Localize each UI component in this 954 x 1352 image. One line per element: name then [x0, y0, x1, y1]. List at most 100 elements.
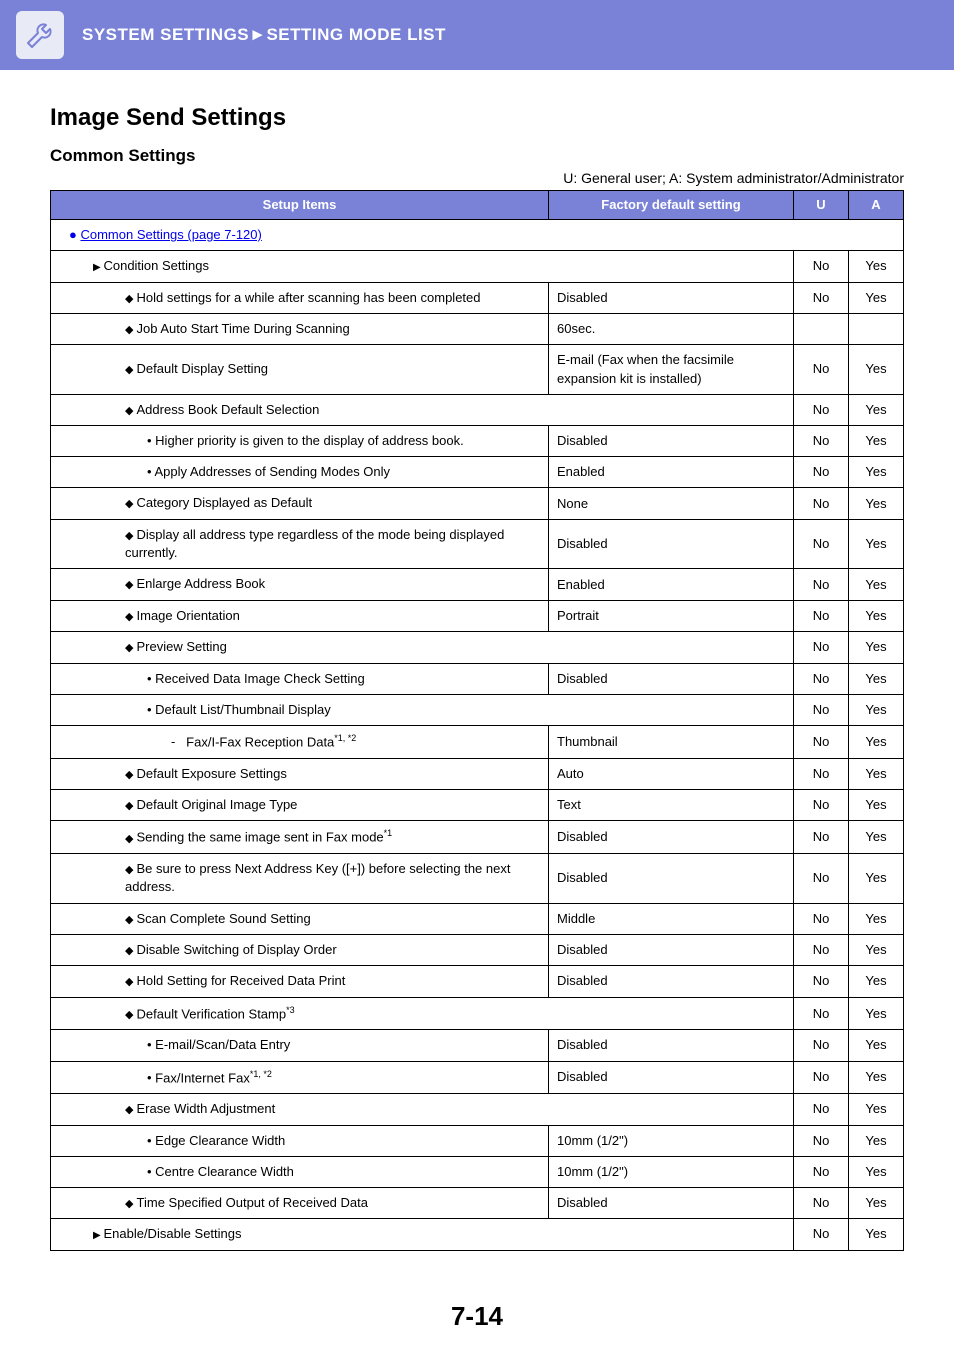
a-cell: Yes — [849, 394, 904, 425]
a-cell: Yes — [849, 282, 904, 313]
default-value-cell: Disabled — [549, 1030, 794, 1061]
setup-item-label: Received Data Image Check Setting — [155, 671, 365, 686]
a-cell: Yes — [849, 821, 904, 854]
default-value-cell: Disabled — [549, 1061, 794, 1094]
a-cell: Yes — [849, 934, 904, 965]
setup-item-label: Default Verification Stamp — [137, 1006, 287, 1021]
a-cell — [849, 313, 904, 344]
setup-item-label: Disable Switching of Display Order — [137, 942, 337, 957]
breadcrumb: SYSTEM SETTINGS►SETTING MODE LIST — [82, 25, 446, 45]
setup-item-label: Edge Clearance Width — [155, 1133, 285, 1148]
setup-item-label: Default Exposure Settings — [137, 766, 287, 781]
footnote-ref: *3 — [286, 1005, 295, 1015]
setup-item-label: Higher priority is given to the display … — [155, 433, 464, 448]
setup-item-cell: Default Verification Stamp*3 — [51, 997, 794, 1030]
table-row: Hold settings for a while after scanning… — [51, 282, 904, 313]
table-row: Default List/Thumbnail DisplayNoYes — [51, 694, 904, 725]
table-row: Scan Complete Sound SettingMiddleNoYes — [51, 903, 904, 934]
setup-item-cell: Job Auto Start Time During Scanning — [51, 313, 549, 344]
setup-item-cell: Scan Complete Sound Setting — [51, 903, 549, 934]
default-value-cell: Disabled — [549, 934, 794, 965]
table-row: Centre Clearance Width10mm (1/2")NoYes — [51, 1156, 904, 1187]
u-cell: No — [794, 394, 849, 425]
a-cell: Yes — [849, 457, 904, 488]
default-value-cell: Disabled — [549, 1187, 794, 1218]
setup-item-label: Fax/I-Fax Reception Data — [186, 734, 334, 749]
setup-item-label: Time Specified Output of Received Data — [137, 1195, 368, 1210]
page-number: 7-14 — [50, 1301, 904, 1332]
setup-item-label: Enable/Disable Settings — [103, 1226, 241, 1241]
bullet-icon — [69, 227, 80, 242]
table-row: Job Auto Start Time During Scanning60sec… — [51, 313, 904, 344]
table-row: Default Exposure SettingsAutoNoYes — [51, 758, 904, 789]
setup-item-label: E-mail/Scan/Data Entry — [155, 1037, 290, 1052]
a-cell: Yes — [849, 1219, 904, 1250]
setup-item-cell: Fax/I-Fax Reception Data*1, *2 — [51, 726, 549, 759]
content-area: Image Send Settings Common Settings U: G… — [0, 70, 954, 1352]
setup-item-label: Hold Setting for Received Data Print — [137, 973, 346, 988]
table-row: Higher priority is given to the display … — [51, 426, 904, 457]
u-cell: No — [794, 457, 849, 488]
setup-item-cell: Image Orientation — [51, 600, 549, 631]
u-cell: No — [794, 600, 849, 631]
default-value-cell: Auto — [549, 758, 794, 789]
u-cell: No — [794, 694, 849, 725]
u-cell: No — [794, 345, 849, 394]
default-value-cell: Disabled — [549, 854, 794, 904]
setup-item-label: Address Book Default Selection — [137, 402, 320, 417]
footnote-ref: *1, *2 — [250, 1069, 272, 1079]
footnote-ref: *1, *2 — [334, 733, 356, 743]
default-value-cell: Disabled — [549, 966, 794, 997]
table-row: Apply Addresses of Sending Modes OnlyEna… — [51, 457, 904, 488]
wrench-icon — [16, 11, 64, 59]
table-row: Image OrientationPortraitNoYes — [51, 600, 904, 631]
default-value-cell: E-mail (Fax when the facsimile expansion… — [549, 345, 794, 394]
table-row: Preview SettingNoYes — [51, 632, 904, 663]
setup-item-cell: Category Displayed as Default — [51, 488, 549, 519]
default-value-cell: Disabled — [549, 663, 794, 694]
default-value-cell: 10mm (1/2") — [549, 1156, 794, 1187]
table-row: Received Data Image Check Setting Disable… — [51, 663, 904, 694]
u-cell: No — [794, 663, 849, 694]
link-cell: Common Settings (page 7-120) — [51, 220, 904, 251]
u-cell: No — [794, 903, 849, 934]
setup-item-label: Erase Width Adjustment — [137, 1101, 276, 1116]
section-title: Common Settings — [50, 146, 904, 166]
setup-item-cell: Hold Setting for Received Data Print — [51, 966, 549, 997]
table-row: Hold Setting for Received Data Print Disa… — [51, 966, 904, 997]
page-title: Image Send Settings — [50, 104, 904, 132]
default-value-cell: Disabled — [549, 426, 794, 457]
setup-item-label: Sending the same image sent in Fax mode — [137, 830, 384, 845]
th-setup: Setup Items — [51, 191, 549, 220]
table-row: Address Book Default Selection NoYes — [51, 394, 904, 425]
a-cell: Yes — [849, 663, 904, 694]
table-row: Default Display SettingE-mail (Fax when … — [51, 345, 904, 394]
u-cell: No — [794, 789, 849, 820]
a-cell: Yes — [849, 519, 904, 569]
a-cell: Yes — [849, 854, 904, 904]
setup-item-label: Default Original Image Type — [137, 797, 298, 812]
setup-item-cell: E-mail/Scan/Data Entry — [51, 1030, 549, 1061]
setup-item-cell: Preview Setting — [51, 632, 794, 663]
u-cell: No — [794, 997, 849, 1030]
setup-item-cell: Edge Clearance Width — [51, 1125, 549, 1156]
a-cell: Yes — [849, 345, 904, 394]
default-value-cell: Enabled — [549, 569, 794, 600]
default-value-cell: Portrait — [549, 600, 794, 631]
setup-item-cell: Default Exposure Settings — [51, 758, 549, 789]
setup-item-cell: Be sure to press Next Address Key ([+]) … — [51, 854, 549, 904]
u-cell: No — [794, 1219, 849, 1250]
setup-item-cell: Hold settings for a while after scanning… — [51, 282, 549, 313]
legend-text: U: General user; A: System administrator… — [50, 170, 904, 186]
setup-item-label: Apply Addresses of Sending Modes Only — [154, 464, 390, 479]
a-cell: Yes — [849, 426, 904, 457]
setup-item-label: Preview Setting — [137, 639, 227, 654]
common-settings-link[interactable]: Common Settings (page 7-120) — [80, 227, 261, 242]
a-cell: Yes — [849, 1030, 904, 1061]
th-a: A — [849, 191, 904, 220]
setup-item-cell: Sending the same image sent in Fax mode*… — [51, 821, 549, 854]
table-row: Enable/Disable Settings NoYes — [51, 1219, 904, 1250]
table-row: Display all address type regardless of t… — [51, 519, 904, 569]
setup-item-cell: Time Specified Output of Received Data — [51, 1187, 549, 1218]
table-row: Default Verification Stamp*3NoYes — [51, 997, 904, 1030]
